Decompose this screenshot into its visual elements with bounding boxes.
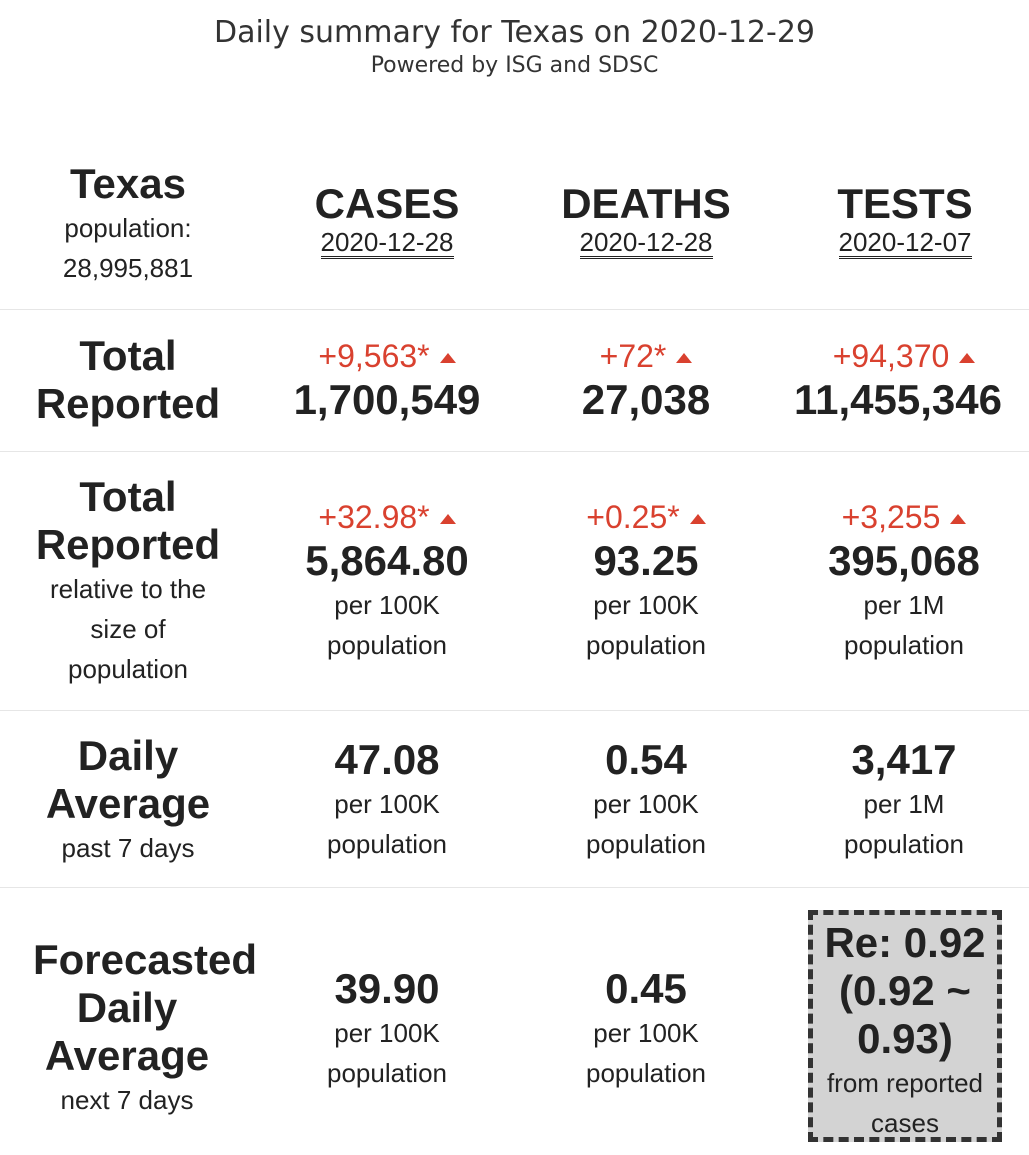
row-label-line: Reported xyxy=(35,521,221,568)
re-estimate-box: Re: 0.92 (0.92 ~ 0.93) from reported cas… xyxy=(808,910,1002,1142)
unit-label: population xyxy=(586,1058,706,1088)
row-label-line: size of xyxy=(90,614,166,644)
unit-label: population xyxy=(844,630,964,660)
tests-relative-cell: +3,255 395,068 per 1M population xyxy=(776,497,1029,665)
unit-label: per 1M xyxy=(863,789,945,819)
row-label-line: Reported xyxy=(35,380,221,427)
metric-value: 27,038 xyxy=(581,376,711,423)
deaths-daily-cell: 0.54 per 100K population xyxy=(517,736,775,864)
cases-total-cell: +9,563* 1,700,549 xyxy=(258,336,516,424)
metric-value: 5,864.80 xyxy=(305,537,469,584)
row-divider xyxy=(0,451,1029,452)
triangle-up-icon xyxy=(439,353,456,363)
unit-label: per 100K xyxy=(593,1018,699,1048)
column-date: 2020-12-28 xyxy=(320,227,454,259)
re-interval: (0.92 ~ xyxy=(839,967,971,1014)
cases-daily-cell: 47.08 per 100K population xyxy=(258,736,516,864)
row-divider xyxy=(0,309,1029,310)
delta-value: +72* xyxy=(517,336,775,376)
column-title: CASES xyxy=(314,180,460,227)
re-interval-end: 0.93) xyxy=(857,1015,953,1062)
metric-value: 93.25 xyxy=(593,537,699,584)
unit-label: population xyxy=(586,630,706,660)
unit-label: per 100K xyxy=(334,1018,440,1048)
metric-value: 39.90 xyxy=(334,965,440,1012)
deaths-forecast-cell: 0.45 per 100K population xyxy=(517,965,775,1093)
row-label-line: past 7 days xyxy=(61,833,195,863)
population-value: 28,995,881 xyxy=(62,253,194,283)
delta-value: +9,563* xyxy=(258,336,516,376)
metric-value: 395,068 xyxy=(828,537,980,584)
tests-daily-cell: 3,417 per 1M population xyxy=(776,736,1029,864)
re-source: from reported xyxy=(826,1068,984,1098)
unit-label: population xyxy=(327,630,447,660)
column-title: TESTS xyxy=(837,180,973,227)
delta-value: +0.25* xyxy=(517,497,775,537)
cases-relative-cell: +32.98* 5,864.80 per 100K population xyxy=(258,497,516,665)
row-label-line: Daily xyxy=(77,732,179,779)
triangle-up-icon xyxy=(950,514,967,524)
row-label-forecast: Forecasted Daily Average next 7 days xyxy=(14,936,276,1120)
row-label-line: Average xyxy=(44,1032,210,1079)
row-label-line: population xyxy=(68,654,188,684)
delta-value: +94,370 xyxy=(776,336,1029,376)
delta-value: +32.98* xyxy=(258,497,516,537)
region-info: Texas population: 28,995,881 xyxy=(0,160,256,288)
metric-value: 11,455,346 xyxy=(794,376,1002,423)
column-title: DEATHS xyxy=(561,180,731,227)
page-title: Daily summary for Texas on 2020-12-29 xyxy=(213,15,816,50)
unit-label: per 100K xyxy=(334,590,440,620)
unit-label: population xyxy=(327,829,447,859)
row-label-relative: Total Reported relative to the size of p… xyxy=(0,473,256,689)
row-label-line: Total xyxy=(79,473,177,520)
deaths-total-cell: +72* 27,038 xyxy=(517,336,775,424)
unit-label: population xyxy=(327,1058,447,1088)
deaths-relative-cell: +0.25* 93.25 per 100K population xyxy=(517,497,775,665)
row-label-total: Total Reported xyxy=(0,332,256,428)
row-label-line: Forecasted xyxy=(32,936,258,983)
triangle-up-icon xyxy=(676,353,693,363)
delta-value: +3,255 xyxy=(776,497,1029,537)
unit-label: per 100K xyxy=(593,590,699,620)
population-label: population: xyxy=(64,213,192,243)
column-header-deaths: DEATHS 2020-12-28 xyxy=(517,180,775,259)
unit-label: per 100K xyxy=(593,789,699,819)
page-header: Daily summary for Texas on 2020-12-29 Po… xyxy=(0,14,1029,80)
triangle-up-icon xyxy=(689,514,706,524)
re-value: Re: 0.92 xyxy=(824,919,986,966)
row-label-line: Average xyxy=(45,780,211,827)
unit-label: per 100K xyxy=(334,789,440,819)
metric-value: 47.08 xyxy=(334,736,440,783)
column-header-cases: CASES 2020-12-28 xyxy=(258,180,516,259)
region-name: Texas xyxy=(70,160,186,207)
metric-value: 0.45 xyxy=(605,965,687,1012)
column-date: 2020-12-07 xyxy=(838,227,972,259)
triangle-up-icon xyxy=(439,514,456,524)
row-divider xyxy=(0,887,1029,888)
metric-value: 1,700,549 xyxy=(293,376,481,423)
tests-total-cell: +94,370 11,455,346 xyxy=(776,336,1029,424)
row-label-line: next 7 days xyxy=(60,1085,194,1115)
row-label-line: relative to the xyxy=(49,574,207,604)
re-source-end: cases xyxy=(871,1108,939,1138)
row-label-daily: Daily Average past 7 days xyxy=(0,732,256,868)
triangle-up-icon xyxy=(959,353,976,363)
page-subtitle: Powered by ISG and SDSC xyxy=(370,53,659,78)
column-header-tests: TESTS 2020-12-07 xyxy=(776,180,1029,259)
metric-value: 3,417 xyxy=(851,736,957,783)
unit-label: population xyxy=(586,829,706,859)
row-label-line: Total xyxy=(79,332,177,379)
column-date: 2020-12-28 xyxy=(579,227,713,259)
cases-forecast-cell: 39.90 per 100K population xyxy=(258,965,516,1093)
metric-value: 0.54 xyxy=(605,736,687,783)
row-divider xyxy=(0,710,1029,711)
unit-label: per 1M xyxy=(863,590,945,620)
unit-label: population xyxy=(844,829,964,859)
row-label-line: Daily xyxy=(76,984,178,1031)
